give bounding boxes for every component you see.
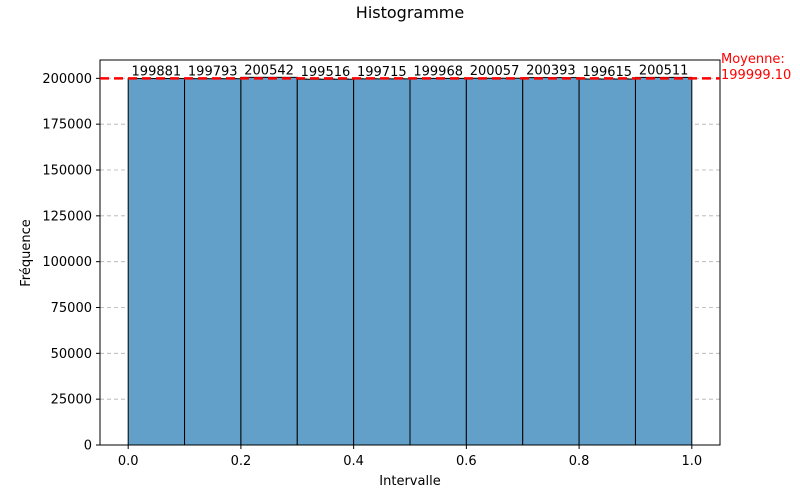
histogram-bar [409,77,467,446]
bar-value-label: 199615 [582,65,632,80]
x-tick-label: 0.0 [118,454,139,469]
y-tick-label: 175000 [42,118,92,133]
x-tick-label: 0.2 [231,454,252,469]
data-labels-layer: 199881 199793 200542 199516 199715 199968 2000… [132,63,689,80]
y-tick-label: 125000 [42,209,92,224]
y-tick-label: 50000 [51,347,92,362]
histogram-bar [127,78,186,446]
histogram-bar [465,77,524,446]
x-tick-label: 0.8 [569,454,590,469]
histogram-bar [634,76,693,446]
chart-title: Histogramme [356,3,464,22]
x-tick-label: 1.0 [681,454,702,469]
y-tick-label: 150000 [42,164,92,179]
bars-layer [127,76,693,446]
histogram-bar [296,78,355,446]
axes-layer: 0 25000 50000 75000 100000 125000 150000 175000… [42,59,721,469]
y-tick-label: 75000 [51,301,92,316]
histogram-bar [578,78,636,446]
histogram-bar [353,78,411,446]
y-axis-label: Fréquence [19,219,34,286]
bar-value-label: 199881 [132,65,182,80]
bar-value-label: 199968 [413,64,463,79]
mean-line-layer: Moyenne:199999.10 [100,52,791,83]
x-tick-label: 0.4 [343,454,364,469]
y-tick-label: 200000 [42,72,92,87]
histogram-bar [522,77,580,446]
histogram-bar [240,76,298,446]
bar-value-label: 199715 [357,65,407,80]
bar-value-label: 199516 [301,65,351,80]
bar-value-label: 200511 [639,63,689,78]
bar-value-label: 200393 [526,64,576,79]
bar-value-label: 200542 [244,63,294,78]
y-tick-label: 100000 [42,255,92,270]
y-tick-label: 25000 [51,393,92,408]
x-tick-label: 0.6 [456,454,477,469]
bar-value-label: 199793 [188,65,238,80]
x-axis-label: Intervalle [379,474,440,489]
mean-label-value: 199999.10 [721,68,791,83]
mean-label-title: Moyenne: [721,52,785,67]
bar-value-label: 200057 [470,64,520,79]
y-tick-label: 0 [84,439,92,454]
plot-frame [99,59,721,446]
histogram-bar [184,78,242,446]
